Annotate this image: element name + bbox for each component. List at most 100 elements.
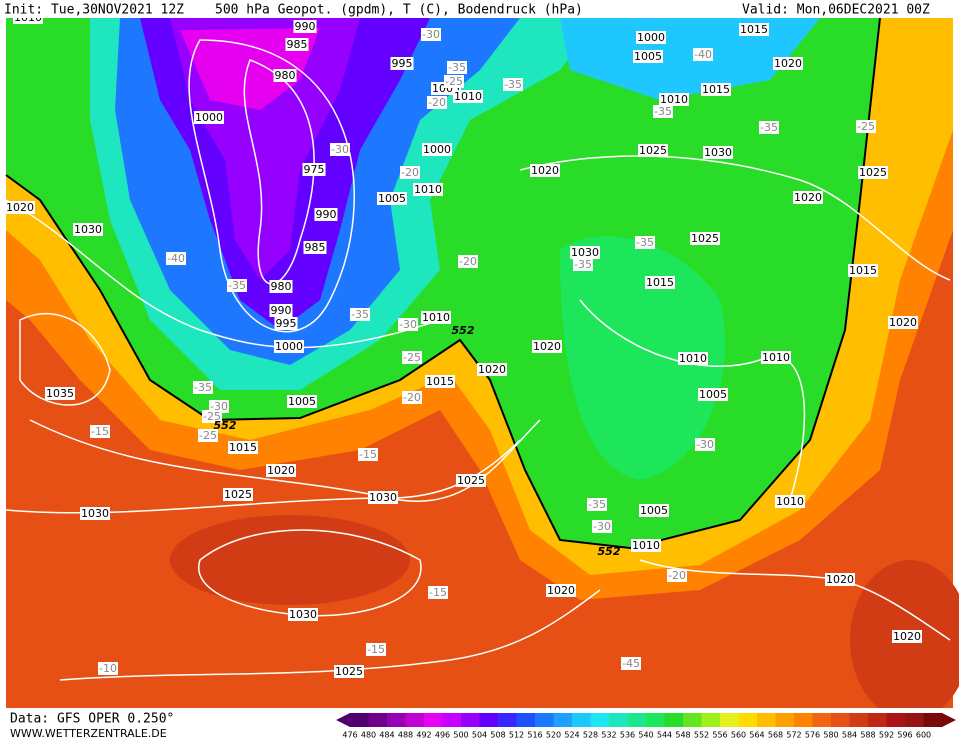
- temperature-label: -35: [588, 498, 606, 511]
- isobar-label-box: [314, 208, 338, 221]
- temperature-label: -35: [228, 279, 246, 292]
- temperature-label-box: [227, 279, 247, 292]
- temperature-label: -30: [210, 400, 228, 413]
- temperature-label-box: [90, 425, 110, 438]
- isobar-label-box: [858, 166, 888, 179]
- temperature-label-box: [400, 166, 420, 179]
- isobar-label: 1030: [369, 491, 397, 504]
- isobar-label: 1020: [478, 363, 506, 376]
- isobar-label: 1005: [378, 192, 406, 205]
- isobar-label: 1015: [229, 441, 257, 454]
- isobar-label-box: [690, 232, 720, 245]
- temperature-label-box: [98, 662, 118, 675]
- temperature-label-box: [209, 400, 229, 413]
- temperature-label-box: [402, 351, 422, 364]
- isobar-label-box: [456, 474, 486, 487]
- scale-label: 516: [527, 731, 542, 740]
- isobar-label-box: [848, 264, 878, 277]
- isobar-label: 1005: [634, 50, 662, 63]
- temperature-label-box: [856, 120, 876, 133]
- temperature-label: -35: [574, 258, 592, 271]
- isobar-label-box: [530, 164, 560, 177]
- scale-box: [831, 713, 850, 727]
- scale-label: 568: [768, 731, 783, 740]
- scale-box: [461, 713, 480, 727]
- scale-label: 492: [416, 731, 431, 740]
- isobar-label: 1015: [646, 276, 674, 289]
- isobar-label: 1010: [776, 495, 804, 508]
- scale-box: [923, 713, 943, 727]
- isobar-label: 1020: [531, 164, 559, 177]
- temperature-label: -20: [401, 166, 419, 179]
- isobar-label: 1010: [762, 351, 790, 364]
- isobar: [5, 199, 441, 349]
- isobar-label-box: [639, 504, 669, 517]
- isobar-label-box: [73, 223, 103, 236]
- scale-label: 560: [731, 731, 746, 740]
- scale-arrow-right: [942, 713, 956, 727]
- isobar: [29, 419, 541, 502]
- temperature-label: -25: [857, 120, 875, 133]
- isobar-label: 1030: [571, 246, 599, 259]
- scale-label: 504: [472, 731, 487, 740]
- temperature-label: -45: [622, 657, 640, 670]
- isobar-label-box: [570, 246, 600, 259]
- temperature-label: -15: [359, 448, 377, 461]
- scale-label: 540: [638, 731, 653, 740]
- isobar-label-box: [775, 495, 805, 508]
- isobar-label: 990: [271, 304, 292, 317]
- isobar-label: 1030: [289, 608, 317, 621]
- isobar-label-box: [269, 280, 293, 293]
- isobar-label-box: [678, 352, 708, 365]
- scale-box: [720, 713, 739, 727]
- isobar-label: 1010: [660, 93, 688, 106]
- init-time: Init: Tue,30NOV2021 12Z: [4, 3, 184, 18]
- isobar-label: 1000: [275, 340, 303, 353]
- fill-cyan-top: [560, 18, 820, 100]
- scale-label: 572: [786, 731, 801, 740]
- temperature-label-box: [759, 121, 779, 134]
- isobar-label: 1020: [6, 201, 34, 214]
- isobar-label: 1025: [691, 232, 719, 245]
- isobar-label: 995: [276, 317, 297, 330]
- isobar-label-box: [5, 201, 35, 214]
- scale-box: [516, 713, 536, 727]
- scale-box: [479, 713, 499, 727]
- isobar-label-box: [368, 491, 398, 504]
- isobar-label-box: [266, 464, 296, 477]
- temperature-label-box: [330, 143, 350, 156]
- isobar-label: 1000: [195, 111, 223, 124]
- geopotential-label: 552: [598, 545, 621, 558]
- scale-box: [775, 713, 795, 727]
- isobar-label: 1015: [426, 375, 454, 388]
- isobar-label-box: [228, 441, 258, 454]
- scale-label: 532: [601, 731, 616, 740]
- isobar-label-box: [302, 163, 326, 176]
- isobar-label: 1030: [81, 507, 109, 520]
- temperature-label: -35: [504, 78, 522, 91]
- isobar-label-box: [334, 665, 364, 678]
- fill-hot: [170, 515, 410, 605]
- temperature-label: -25: [203, 410, 221, 423]
- temperature-label: -35: [654, 105, 672, 118]
- temperature-label-box: [667, 569, 687, 582]
- scale-box: [646, 713, 665, 727]
- isobar-label-box: [390, 57, 414, 70]
- isobar-label: 1020: [533, 340, 561, 353]
- temperature-label: -25: [199, 429, 217, 442]
- isobar-label: 1000: [637, 31, 665, 44]
- scale-label: 488: [398, 731, 413, 740]
- isobar-label-box: [892, 630, 922, 643]
- isobar-label: 1030: [704, 146, 732, 159]
- scale-label: 500: [453, 731, 468, 740]
- isobar-label-box: [739, 23, 769, 36]
- geopotential-label: 552: [452, 324, 475, 337]
- scale-label: 556: [712, 731, 727, 740]
- isobar: [197, 529, 422, 617]
- scale-box: [609, 713, 628, 727]
- color-scale: 476 480 484 488 492 496 500 504 508 512 516 520 524 5…: [336, 713, 956, 740]
- isobar-label-box: [888, 316, 918, 329]
- isobar-label: 1015: [702, 83, 730, 96]
- isobar-label: 1025: [457, 474, 485, 487]
